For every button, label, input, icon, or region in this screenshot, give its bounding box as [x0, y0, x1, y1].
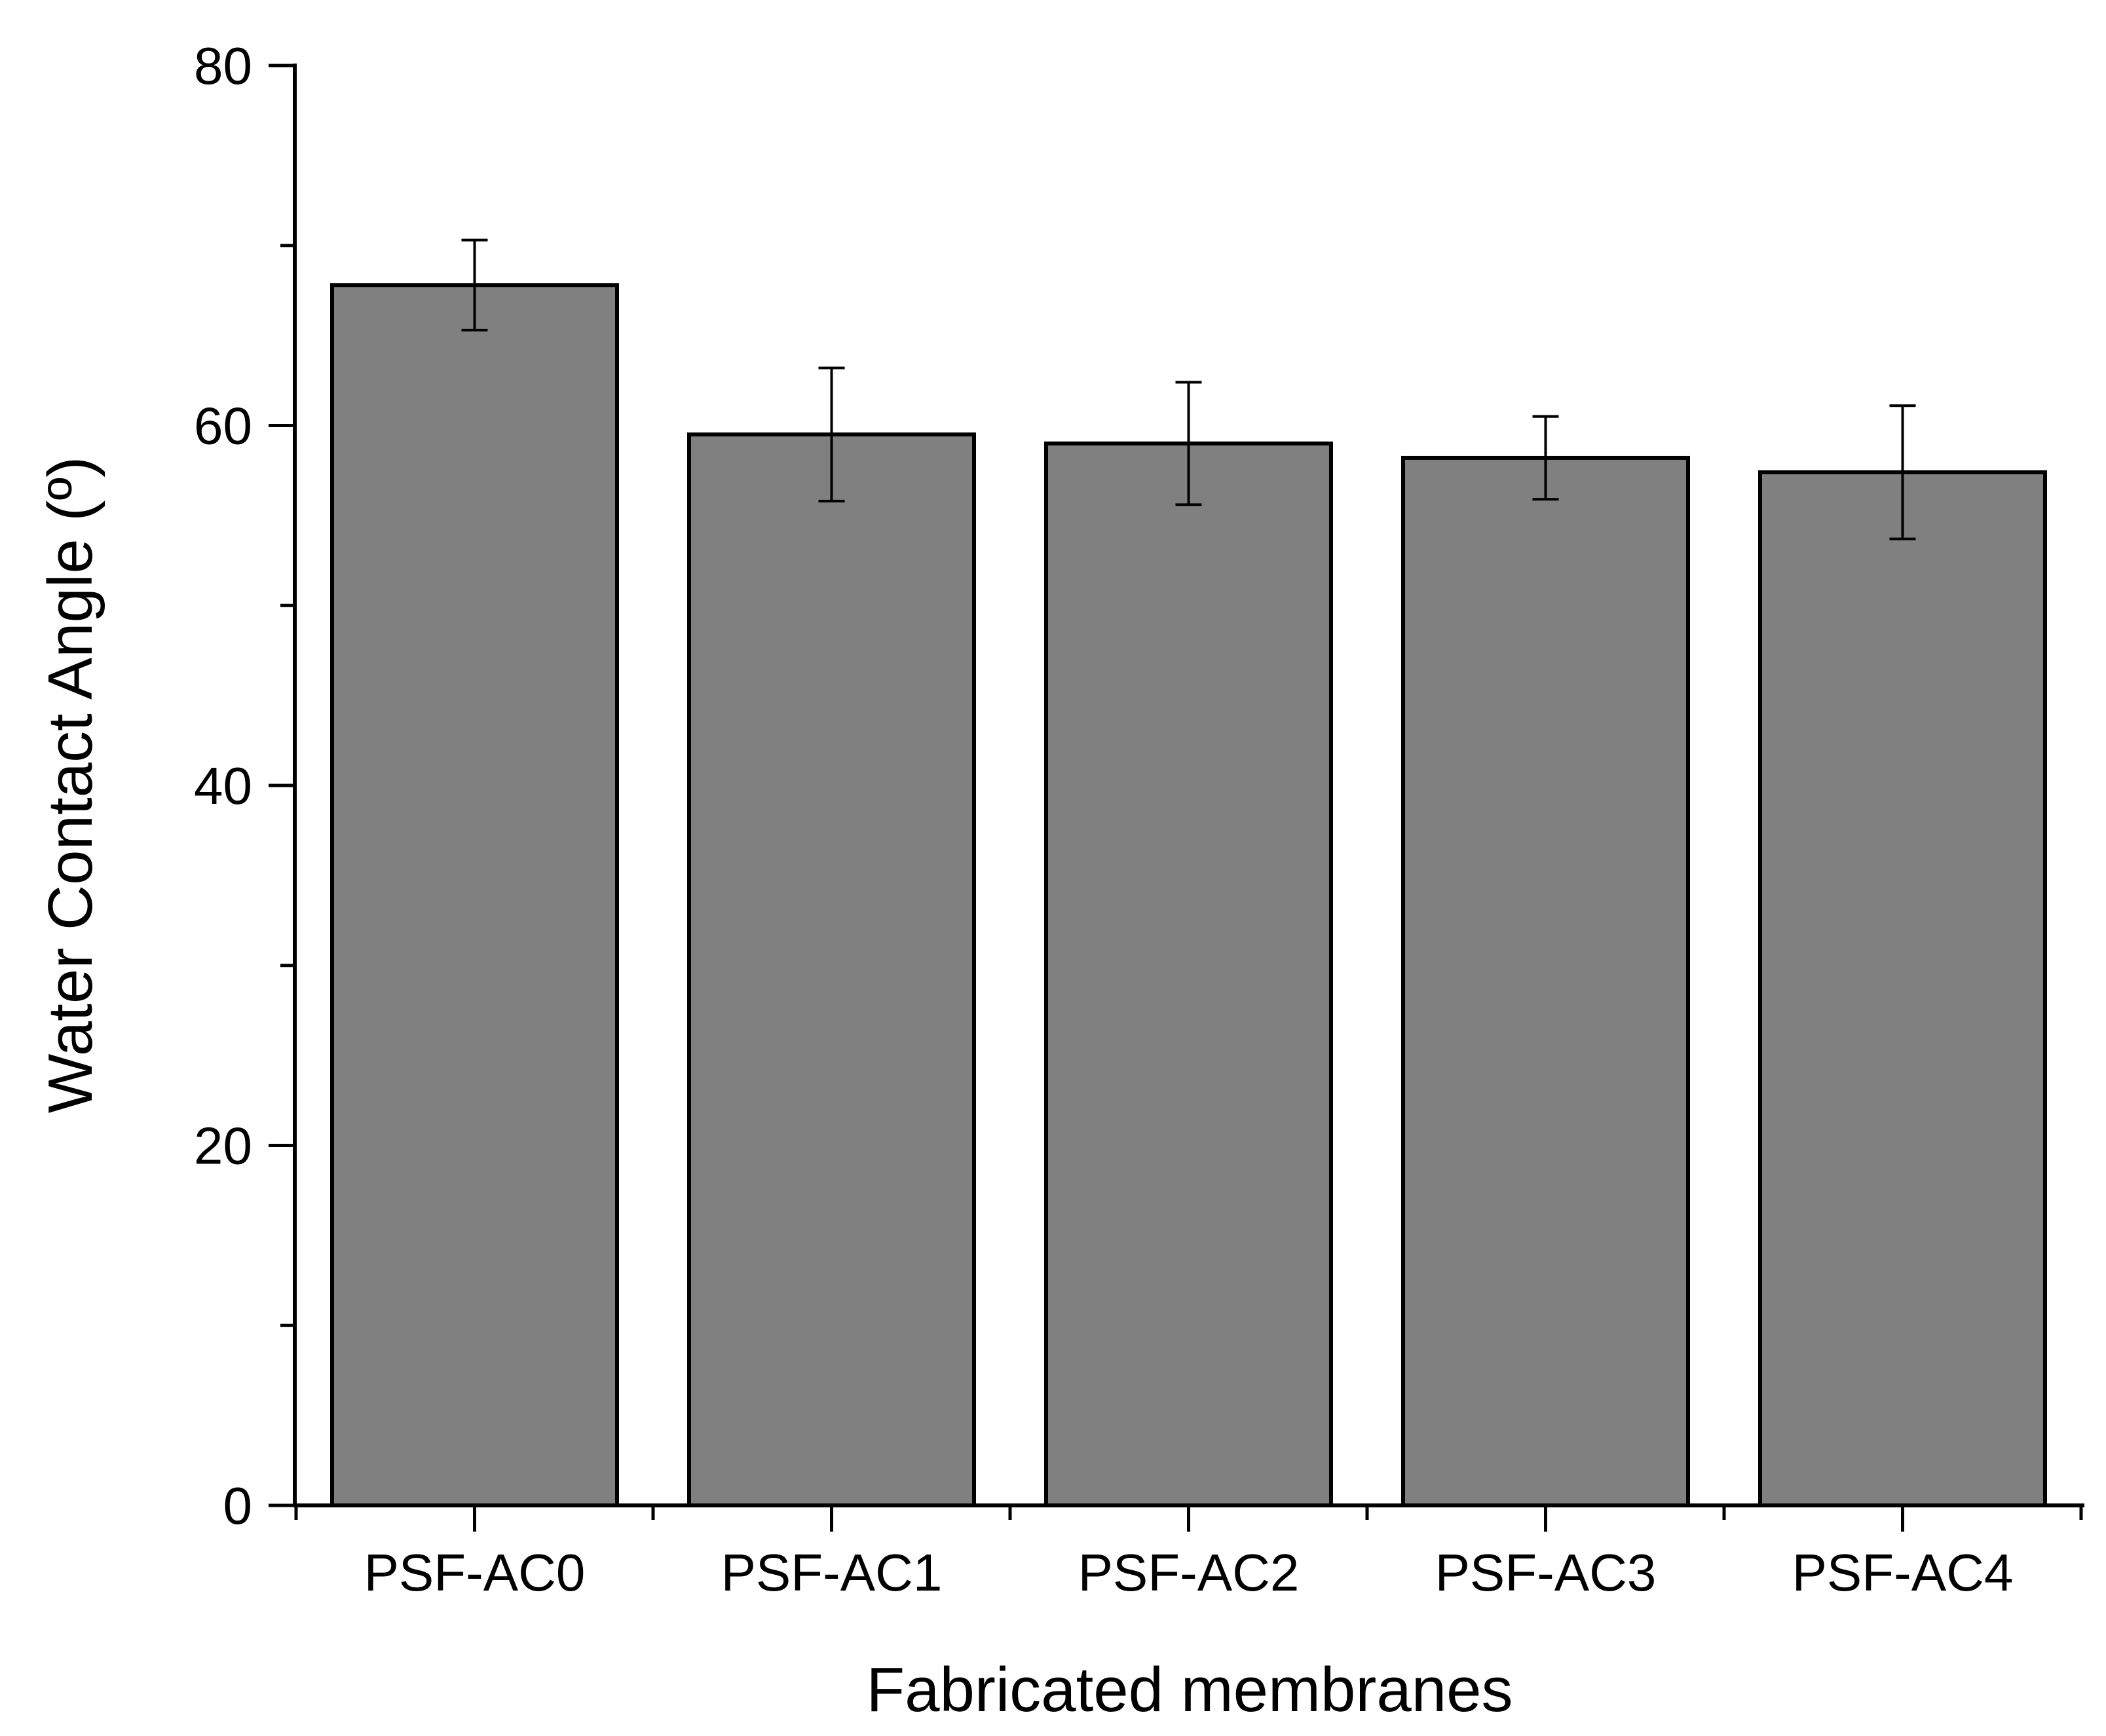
y-tick-label-40: 40 — [194, 757, 252, 815]
bar-psf-ac0 — [330, 283, 619, 1508]
x-tick-label-psf-ac3: PSF-AC3 — [1435, 1543, 1657, 1602]
y-tick-label-0: 0 — [223, 1477, 253, 1535]
bar-psf-ac2 — [1044, 441, 1333, 1507]
y-tick-label-60: 60 — [194, 397, 252, 455]
error-bars-layer — [461, 238, 1916, 540]
y-tick-label-20: 20 — [194, 1117, 252, 1175]
x-axis-title: Fabricated membranes — [866, 1655, 1513, 1725]
x-tick-label-psf-ac2: PSF-AC2 — [1078, 1543, 1300, 1602]
bar-psf-ac1 — [687, 432, 976, 1507]
bar-psf-ac3 — [1401, 455, 1690, 1508]
bar-psf-ac4 — [1758, 470, 2047, 1507]
x-tick-label-psf-ac4: PSF-AC4 — [1792, 1543, 2014, 1602]
y-ticks-layer: 0 20 40 60 80 — [194, 37, 295, 1535]
x-tick-label-psf-ac1: PSF-AC1 — [721, 1543, 943, 1602]
y-axis-title: Water Contact Angle (º) — [35, 457, 105, 1114]
y-tick-label-80: 80 — [194, 37, 252, 95]
x-ticks-layer: PSF-AC0 PSF-AC1 PSF-AC2 PSF-AC3 PSF-AC4 — [294, 1505, 2083, 1602]
x-tick-label-psf-ac0: PSF-AC0 — [364, 1543, 586, 1602]
